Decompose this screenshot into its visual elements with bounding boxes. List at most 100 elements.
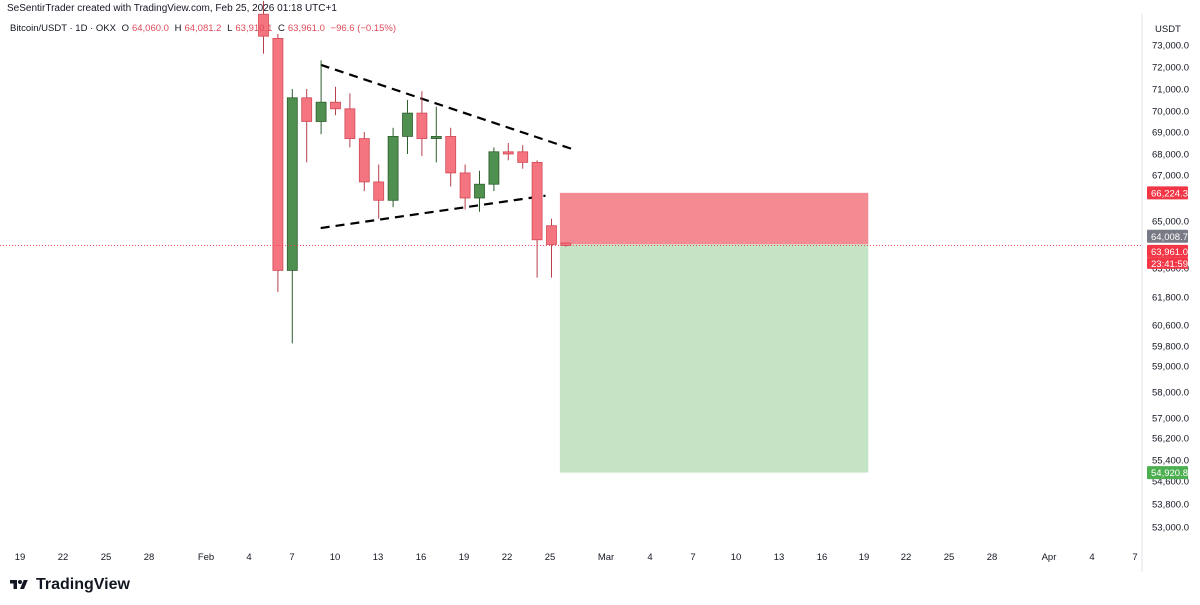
price-tick-label: 57,000.0	[1152, 414, 1189, 425]
target-price-label-bg	[1147, 466, 1188, 480]
candle[interactable]	[272, 34, 284, 293]
price-tick-label: 70,000.0	[1152, 107, 1189, 118]
candle[interactable]	[387, 127, 399, 208]
candle-body	[272, 38, 284, 271]
candle[interactable]	[358, 132, 370, 192]
time-axis[interactable]: 19 22 25 28 Feb 4 7 10 13 16 19 22 25 Mar 4 7 10 13 16 19 22…	[15, 552, 1138, 563]
triangle-pattern[interactable]	[320, 63, 575, 230]
time-tick-label: 22	[58, 552, 69, 563]
time-tick-label: 22	[502, 552, 513, 563]
candle[interactable]	[344, 93, 356, 148]
candle-body	[330, 101, 341, 110]
candle-body	[459, 172, 471, 199]
symbol-name: Bitcoin/USDT · 1D · OKX	[10, 23, 116, 34]
candle[interactable]	[416, 91, 428, 157]
price-tick-label: 71,000.0	[1152, 85, 1189, 96]
candle[interactable]	[488, 147, 500, 192]
candle[interactable]	[459, 164, 471, 210]
last-price-label-bg	[1147, 244, 1188, 258]
stop-loss-zone[interactable]	[559, 192, 869, 245]
time-tick-label: 4	[647, 552, 652, 563]
price-axis[interactable]: 73,000.0 72,000.0 71,000.0 70,000.0 69,000.0…	[1152, 41, 1189, 534]
bar-countdown-label-text: 23:41:59	[1151, 259, 1188, 270]
entry-price-label: 64,008.7	[1147, 229, 1188, 243]
candle[interactable]	[560, 242, 572, 247]
time-tick-label: Apr	[1042, 552, 1057, 563]
candle[interactable]	[474, 170, 485, 212]
candle[interactable]	[301, 89, 313, 163]
candle-body	[416, 112, 428, 139]
time-tick-label: 19	[15, 552, 26, 563]
stop-price-label: 66,224.3	[1147, 186, 1188, 200]
currency-label[interactable]: USDT	[1155, 24, 1181, 35]
candle-body	[474, 183, 485, 199]
candle[interactable]	[531, 160, 543, 278]
candle-body	[502, 151, 514, 155]
close-value: 63,961.0	[287, 23, 325, 34]
time-tick-label: 19	[459, 552, 470, 563]
time-tick-label: 4	[1089, 552, 1094, 563]
price-tick-label: 59,800.0	[1152, 342, 1189, 353]
price-tick-label: 72,000.0	[1152, 63, 1189, 74]
time-tick-label: 25	[944, 552, 955, 563]
change-value: −96.6 (−0.15%)	[330, 23, 397, 34]
open-label: O	[121, 23, 129, 34]
candle-body	[301, 97, 313, 122]
stop-price-label-text: 66,224.3	[1151, 188, 1188, 199]
time-tick-label: 7	[690, 552, 695, 563]
candle[interactable]	[517, 145, 529, 169]
entry-price-label-text: 64,008.7	[1151, 232, 1188, 243]
time-tick-label: 16	[817, 552, 828, 563]
candle[interactable]	[546, 218, 557, 278]
candle[interactable]	[330, 86, 341, 116]
price-tick-label: 54,600.0	[1152, 477, 1189, 488]
stop-price-label-bg	[1147, 186, 1188, 200]
candle-body	[546, 225, 557, 245]
time-tick-label: Mar	[598, 552, 614, 563]
candle-body	[286, 97, 298, 271]
target-price-label: 54,920.8	[1147, 466, 1188, 480]
candle-body	[560, 242, 572, 246]
candle[interactable]	[258, 1, 269, 54]
time-tick-label: 28	[144, 552, 155, 563]
candle-body	[445, 135, 457, 174]
time-tick-label: 4	[246, 552, 251, 563]
price-axis-labels: 66,224.3 64,008.7 63,961.023:41:59 54,920.8	[1147, 186, 1188, 480]
price-tick-label: 61,800.0	[1152, 293, 1189, 304]
candle[interactable]	[402, 100, 413, 154]
price-tick-label: 56,200.0	[1152, 434, 1189, 445]
tradingview-logo-text: TradingView	[36, 576, 130, 593]
candle[interactable]	[502, 143, 514, 161]
price-tick-label: 59,000.0	[1152, 362, 1189, 373]
chart-credit: SeSentirTrader created with TradingView.…	[7, 3, 337, 14]
candle[interactable]	[373, 164, 385, 219]
candle-body	[258, 13, 269, 37]
triangle-lower-trendline[interactable]	[320, 194, 546, 230]
position-zones[interactable]	[559, 192, 869, 473]
high-value: 64,081.2	[184, 23, 222, 34]
candle[interactable]	[286, 89, 298, 344]
candle[interactable]	[315, 60, 327, 135]
time-tick-label: 22	[901, 552, 912, 563]
price-tick-label: 69,000.0	[1152, 128, 1189, 139]
candle-body	[387, 135, 399, 201]
take-profit-zone[interactable]	[559, 244, 869, 473]
candle-body	[531, 161, 543, 241]
low-label: L	[227, 23, 233, 34]
price-tick-label: 67,000.0	[1152, 171, 1189, 182]
candle[interactable]	[445, 127, 457, 187]
candle[interactable]	[430, 106, 442, 163]
candle-body	[373, 181, 385, 201]
last-price-label: 63,961.0	[1147, 244, 1188, 258]
low-value: 63,910.1	[235, 23, 273, 34]
price-tick-label: 53,000.0	[1152, 523, 1189, 534]
time-tick-label: 25	[101, 552, 112, 563]
tradingview-logo[interactable]: TradingView	[8, 576, 130, 594]
candles[interactable]	[258, 1, 572, 344]
candle-body	[488, 151, 500, 185]
price-tick-label: 63,000.0	[1152, 264, 1189, 275]
time-tick-label: Feb	[198, 552, 214, 563]
candle-body	[402, 112, 413, 137]
price-tick-label: 68,000.0	[1152, 150, 1189, 161]
